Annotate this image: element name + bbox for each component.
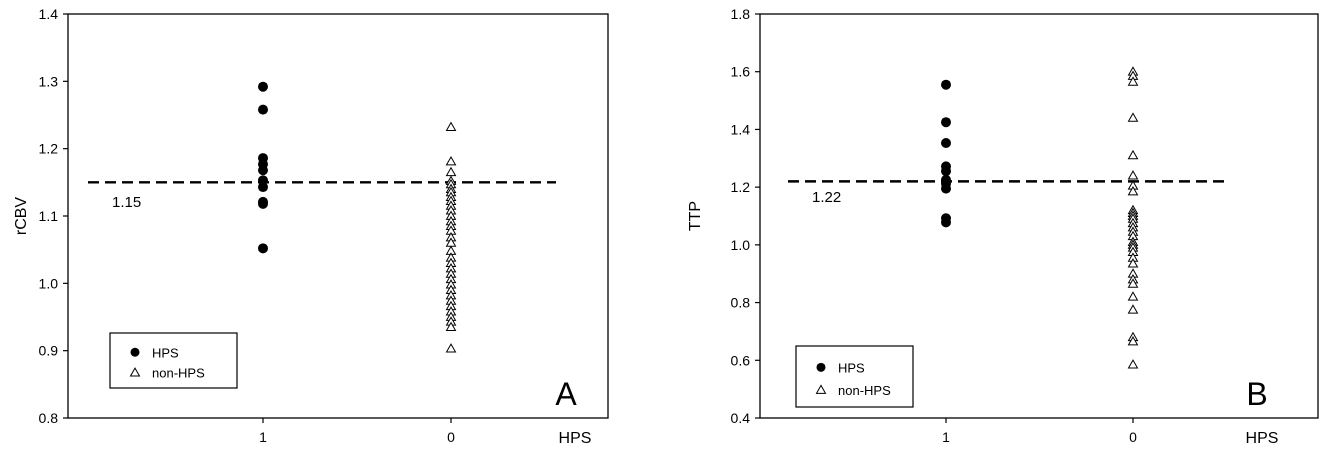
data-point-hps — [941, 183, 951, 194]
data-point-hps — [258, 81, 268, 92]
y-tick-label: 1.8 — [731, 6, 751, 22]
y-tick-label: 0.4 — [731, 410, 751, 426]
data-point-hps — [258, 243, 268, 254]
panel-b: 0.4 0.6 0.8 1.0 1.2 1.4 1.6 1.8 1 0 TTP HPS 1.22 HPS n… — [687, 6, 1319, 447]
legend-label-non-hps: non-HPS — [838, 383, 891, 398]
x-axis-label: HPS — [1246, 430, 1279, 447]
data-point-non-hps — [1127, 304, 1139, 314]
data-point-hps — [258, 182, 268, 193]
x-tick-label: 1 — [259, 429, 267, 445]
x-axis-label: HPS — [559, 430, 592, 447]
y-tick-label: 1.2 — [731, 179, 751, 195]
y-tick-label: 1.6 — [731, 64, 751, 80]
threshold-label: 1.15 — [112, 194, 141, 211]
data-point-hps — [941, 79, 951, 90]
y-tick-label: 1.2 — [39, 141, 59, 157]
data-point-non-hps — [445, 166, 457, 177]
data-point-non-hps — [1127, 336, 1139, 346]
y-tick-label: 1.4 — [39, 6, 59, 22]
y-tick-label: 1.1 — [39, 208, 59, 224]
data-point-non-hps — [1127, 112, 1139, 122]
legend-box — [795, 345, 914, 408]
data-point-non-hps — [1127, 170, 1139, 180]
data-point-hps — [941, 137, 951, 148]
panel-label: A — [555, 376, 577, 412]
data-point-hps — [258, 104, 268, 115]
data-point-hps — [258, 165, 268, 176]
y-axis-label: TTP — [687, 201, 704, 231]
legend-box — [109, 332, 238, 389]
data-point-non-hps — [445, 155, 457, 166]
x-tick-label: 0 — [1129, 429, 1137, 445]
data-point-non-hps — [1127, 278, 1139, 288]
data-point-non-hps — [445, 321, 457, 331]
legend-label-non-hps: non-HPS — [152, 366, 205, 381]
data-point-hps — [941, 217, 951, 228]
legend-marker-hps — [816, 362, 826, 372]
legend-label-hps: HPS — [838, 360, 865, 375]
y-tick-label: 1.0 — [731, 237, 751, 253]
data-point-hps — [941, 117, 951, 128]
x-tick-label: 1 — [942, 429, 950, 445]
legend-marker-non-hps — [815, 384, 827, 394]
y-tick-label: 1.3 — [39, 73, 59, 89]
data-point-hps — [258, 198, 268, 209]
x-tick-label: 0 — [447, 429, 455, 445]
data-point-hps — [941, 166, 951, 177]
data-point-non-hps — [445, 121, 457, 131]
threshold-label: 1.22 — [812, 189, 841, 206]
y-tick-label: 0.9 — [39, 343, 59, 359]
data-point-non-hps — [1127, 149, 1139, 160]
legend-marker-hps — [130, 347, 140, 357]
data-point-non-hps — [1127, 359, 1139, 369]
data-point-non-hps — [1127, 291, 1139, 301]
y-tick-label: 0.8 — [39, 410, 59, 426]
data-point-non-hps — [1127, 258, 1139, 268]
y-tick-label: 1.4 — [731, 121, 751, 137]
plot-frame — [759, 13, 1319, 419]
data-point-non-hps — [1127, 185, 1139, 196]
y-tick-label: 1.0 — [39, 275, 59, 291]
y-axis-label: rCBV — [13, 197, 30, 236]
panel-label: B — [1246, 376, 1267, 412]
data-point-non-hps — [445, 343, 457, 353]
y-tick-label: 0.6 — [731, 352, 751, 368]
legend-label-hps: HPS — [152, 345, 179, 360]
y-tick-label: 0.8 — [731, 295, 751, 311]
panel-a: 0.8 0.9 1.0 1.1 1.2 1.3 1.4 1 0 rCBV HPS 1.15 HPS non… — [13, 6, 609, 447]
legend-marker-non-hps — [129, 367, 141, 377]
data-point-non-hps — [1127, 76, 1139, 86]
